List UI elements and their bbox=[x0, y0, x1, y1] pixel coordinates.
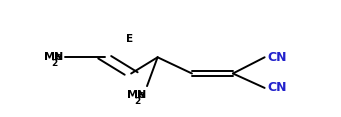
Text: N: N bbox=[54, 52, 63, 62]
Text: 2: 2 bbox=[51, 59, 57, 68]
Text: N: N bbox=[137, 90, 147, 100]
Text: E: E bbox=[126, 34, 133, 44]
Text: 2: 2 bbox=[134, 97, 140, 106]
Text: CN: CN bbox=[267, 51, 287, 64]
Text: Me: Me bbox=[127, 90, 146, 100]
Text: CN: CN bbox=[267, 81, 287, 94]
Text: Me: Me bbox=[44, 52, 62, 62]
